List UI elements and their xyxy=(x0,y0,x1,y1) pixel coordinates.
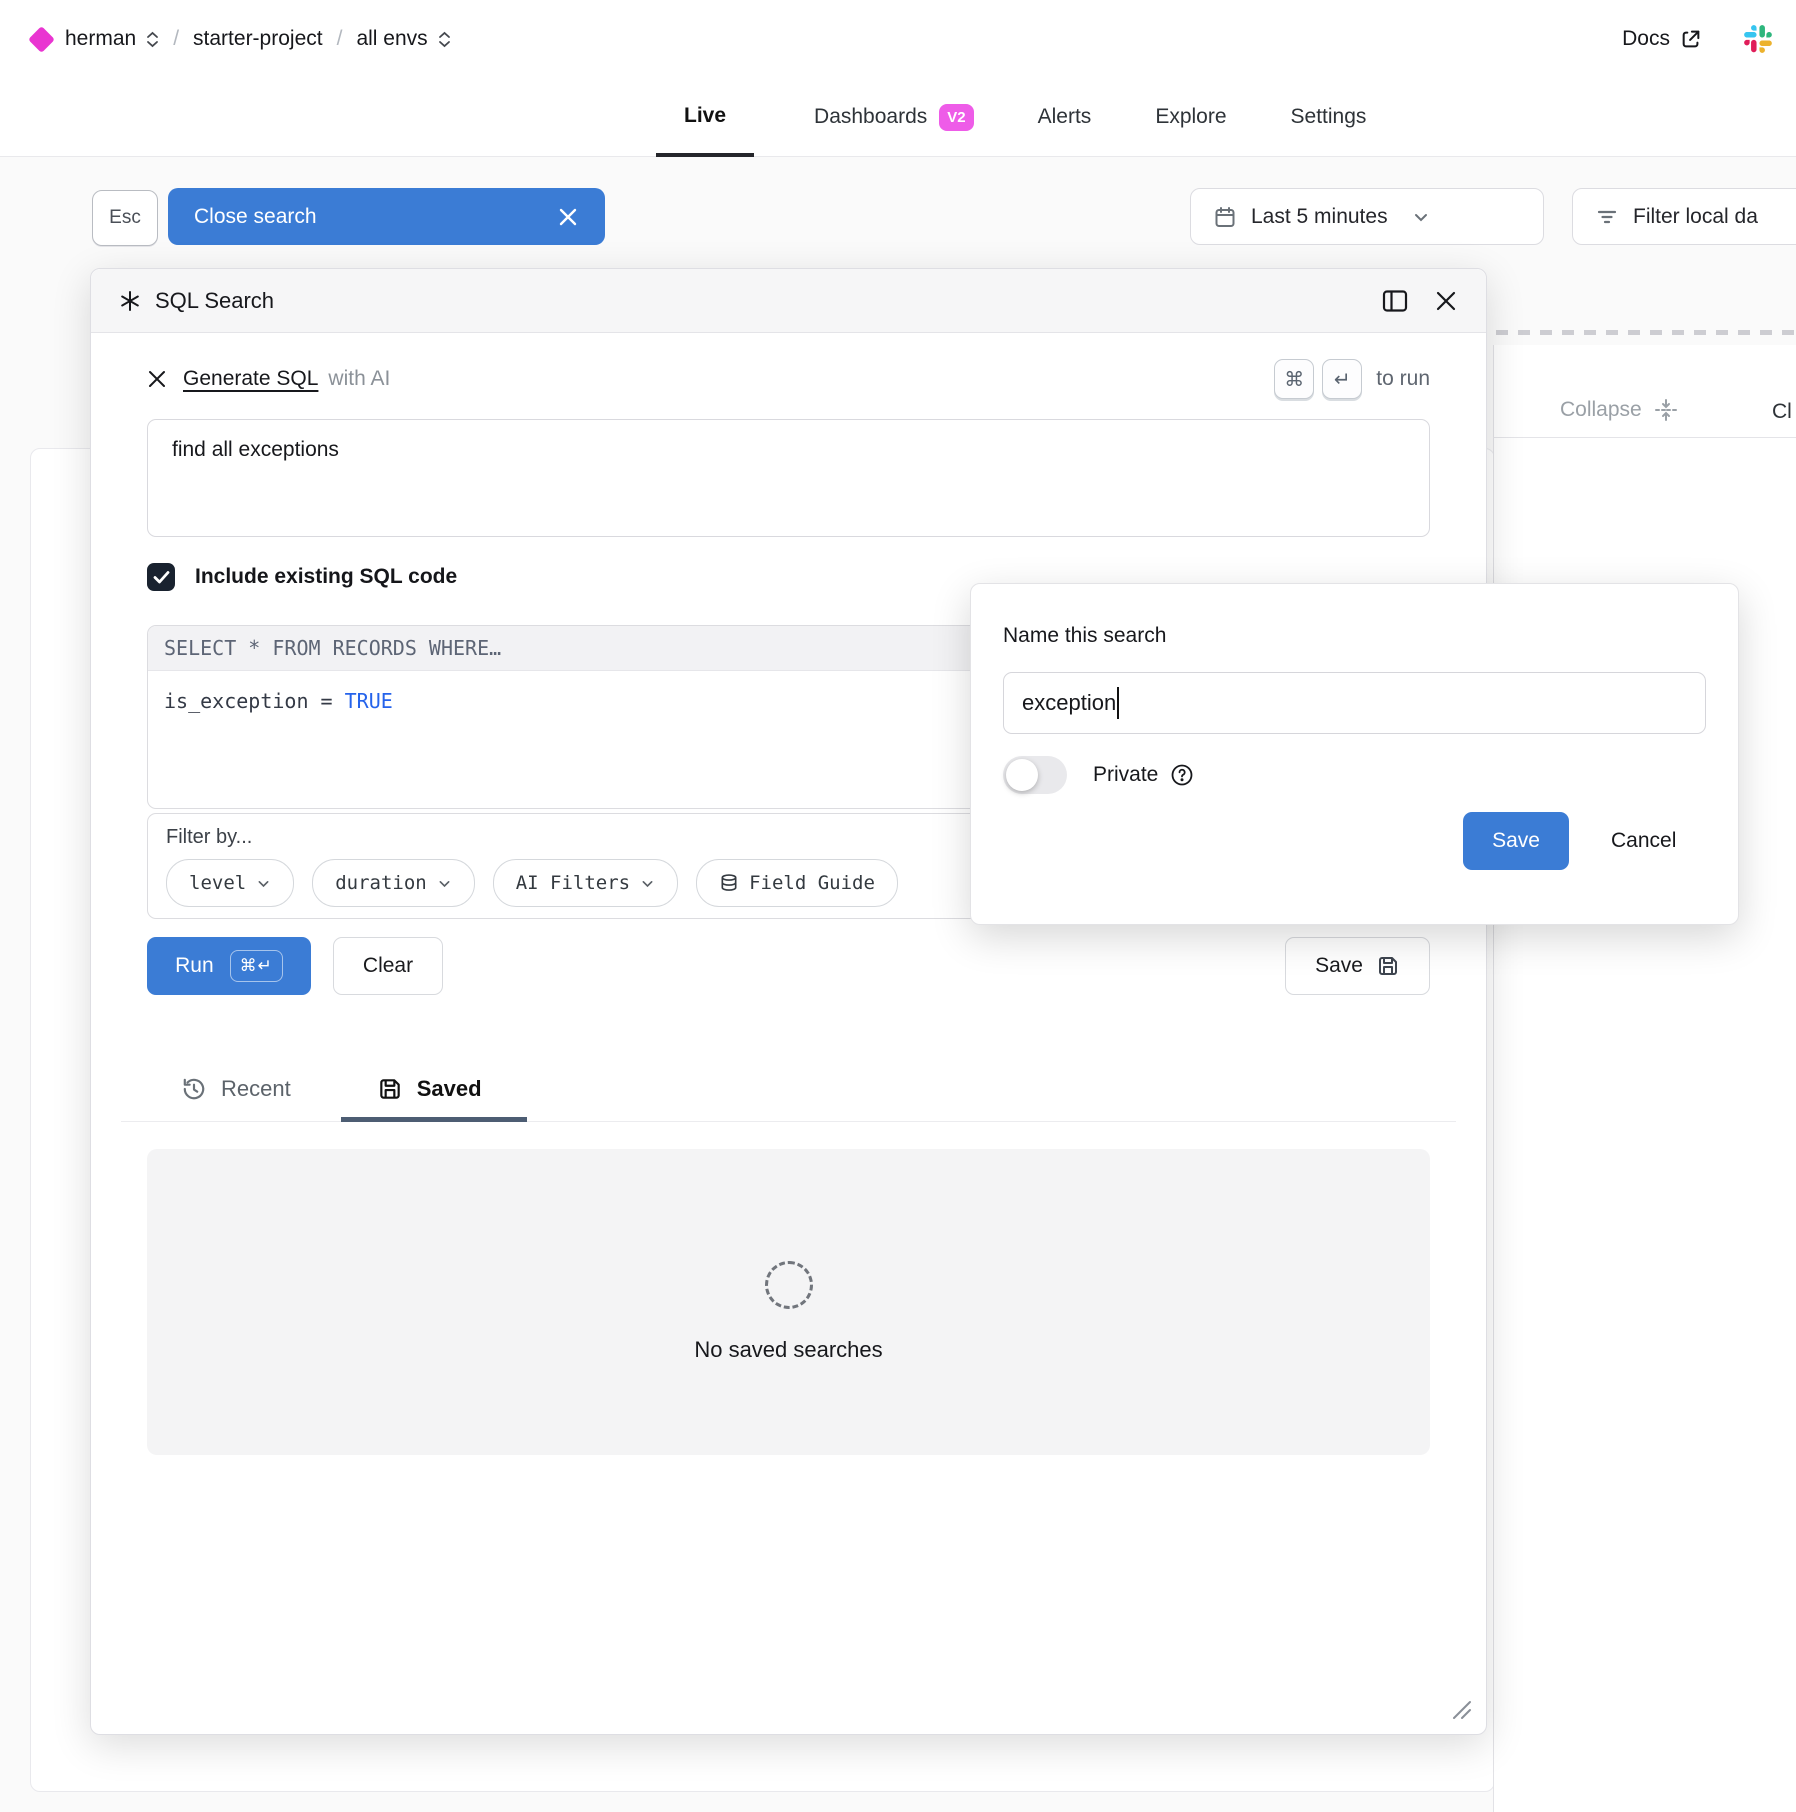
filter-chips: level duration AI Filters Field Guide xyxy=(166,859,1411,907)
popover-cancel-button[interactable]: Cancel xyxy=(1611,829,1677,852)
check-icon xyxy=(153,571,169,584)
resize-handle[interactable] xyxy=(1449,1697,1473,1721)
modal-title: SQL Search xyxy=(119,288,274,314)
nav-tabs: Live Dashboards V2 Alerts Explore Settin… xyxy=(656,78,1370,157)
run-row: Run ⌘↵ Clear Save xyxy=(147,937,1430,995)
search-name-input[interactable]: exception xyxy=(1003,672,1706,734)
floppy-icon xyxy=(379,1079,400,1099)
right-side-panel xyxy=(1493,345,1796,1812)
generate-sql-link[interactable]: Generate SQL xyxy=(183,367,319,390)
chevron-updown-icon[interactable] xyxy=(438,31,451,48)
close-icon[interactable] xyxy=(1434,289,1458,313)
breadcrumb-separator: / xyxy=(336,27,343,50)
filter-local-button[interactable]: Filter local da xyxy=(1572,188,1796,245)
generate-sql-suffix: with AI xyxy=(328,367,391,390)
filter-by-label: Filter by... xyxy=(166,826,253,848)
sql-code-lhs: is_exception xyxy=(164,689,309,713)
sql-code-rhs: TRUE xyxy=(344,689,393,713)
enter-keycap: ↵ xyxy=(1322,359,1363,399)
collapse-icon xyxy=(1654,399,1677,421)
empty-state-text: No saved searches xyxy=(694,1337,883,1362)
right-panel-divider xyxy=(1493,437,1796,438)
dismiss-icon[interactable] xyxy=(147,369,167,389)
asterisk-icon xyxy=(121,290,139,311)
docs-label: Docs xyxy=(1622,27,1670,50)
close-icon[interactable] xyxy=(557,206,579,228)
cmd-keycap: ⌘ xyxy=(1274,359,1315,399)
side-panel-icon[interactable] xyxy=(1382,289,1408,313)
chip-field-guide[interactable]: Field Guide xyxy=(696,859,898,907)
collapse-control[interactable]: Collapse xyxy=(1560,398,1678,422)
history-icon xyxy=(183,1078,205,1100)
chip-ai-filters[interactable]: AI Filters xyxy=(492,859,679,907)
include-sql-row: Include existing SQL code xyxy=(147,563,457,591)
private-toggle[interactable] xyxy=(1003,756,1067,794)
nav-bar: Live Dashboards V2 Alerts Explore Settin… xyxy=(0,78,1796,157)
tab-live[interactable]: Live xyxy=(656,78,755,157)
run-button[interactable]: Run ⌘↵ xyxy=(147,937,311,995)
breadcrumb-project[interactable]: starter-project xyxy=(193,27,323,50)
chip-duration[interactable]: duration xyxy=(312,859,475,907)
chevron-down-icon xyxy=(1414,213,1427,221)
clear-button[interactable]: Clear xyxy=(333,937,443,995)
time-range-button[interactable]: Last 5 minutes xyxy=(1190,188,1544,245)
private-label: Private xyxy=(1093,763,1159,786)
topbar-right: Docs xyxy=(1622,0,1772,78)
modal-header: SQL Search xyxy=(91,269,1486,333)
database-icon xyxy=(721,874,737,891)
popover-save-button[interactable]: Save xyxy=(1463,812,1569,870)
docs-link[interactable]: Docs xyxy=(1622,27,1702,51)
breadcrumb: herman / starter-project / all envs xyxy=(28,0,451,78)
empty-circle-icon xyxy=(764,1261,813,1309)
calendar-icon xyxy=(1215,206,1235,227)
chevron-down-icon xyxy=(642,880,653,887)
sql-search-modal: SQL Search Generate SQL with AI ⌘ ↵ to r… xyxy=(90,268,1487,1735)
filter-icon xyxy=(1597,210,1617,223)
run-shortcut-hint: ⌘ ↵ to run xyxy=(1274,359,1430,399)
chip-level[interactable]: level xyxy=(166,859,295,907)
tab-explore[interactable]: Explore xyxy=(1155,105,1227,128)
chevron-updown-icon[interactable] xyxy=(146,31,159,48)
slack-icon[interactable] xyxy=(1744,25,1772,53)
tab-settings[interactable]: Settings xyxy=(1290,105,1367,128)
sql-editor-code[interactable]: is_exception = TRUE xyxy=(148,671,1429,731)
sql-code-op: = xyxy=(320,689,333,713)
tab-dashboards[interactable]: Dashboards V2 xyxy=(810,78,978,156)
tab-recent[interactable]: Recent xyxy=(181,1076,291,1102)
saved-searches-empty-state: No saved searches xyxy=(147,1149,1430,1455)
include-sql-checkbox[interactable] xyxy=(147,563,175,591)
generate-sql-row: Generate SQL with AI ⌘ ↵ to run xyxy=(147,357,1430,401)
breadcrumb-separator: / xyxy=(173,27,180,50)
breadcrumb-environment[interactable]: all envs xyxy=(356,27,428,50)
private-toggle-row: Private xyxy=(1003,756,1194,794)
breadcrumb-workspace[interactable]: herman xyxy=(65,27,137,50)
tabs-divider xyxy=(121,1121,1456,1122)
include-sql-label: Include existing SQL code xyxy=(195,565,458,588)
tab-saved[interactable]: Saved xyxy=(377,1076,482,1102)
esc-key[interactable]: Esc xyxy=(92,190,158,246)
popover-title: Name this search xyxy=(1003,624,1167,647)
top-bar: herman / starter-project / all envs Docs xyxy=(0,0,1796,78)
external-link-icon xyxy=(1682,30,1700,48)
saved-search-tabs: Recent Saved xyxy=(181,1059,482,1119)
text-cursor xyxy=(1117,687,1120,719)
tab-alerts[interactable]: Alerts xyxy=(1037,105,1092,128)
chart-dashed-line xyxy=(1496,330,1796,335)
close-search-button[interactable]: Close search xyxy=(168,188,605,245)
v2-badge: V2 xyxy=(939,103,974,131)
saved-tab-underline xyxy=(341,1117,527,1122)
floppy-icon xyxy=(1378,957,1397,975)
run-shortcut-badge: ⌘↵ xyxy=(229,950,283,982)
ai-prompt-input[interactable]: find all exceptions xyxy=(147,419,1430,537)
chevron-down-icon xyxy=(439,880,450,887)
help-icon[interactable] xyxy=(1170,763,1194,787)
collapse-label: Collapse xyxy=(1560,398,1642,421)
clipped-right-label[interactable]: Cl xyxy=(1772,400,1792,423)
save-search-button[interactable]: Save xyxy=(1285,937,1430,995)
chevron-down-icon xyxy=(258,880,269,887)
name-search-popover: Name this search exception Private Save … xyxy=(970,583,1739,925)
workspace-logo-icon xyxy=(28,25,55,53)
